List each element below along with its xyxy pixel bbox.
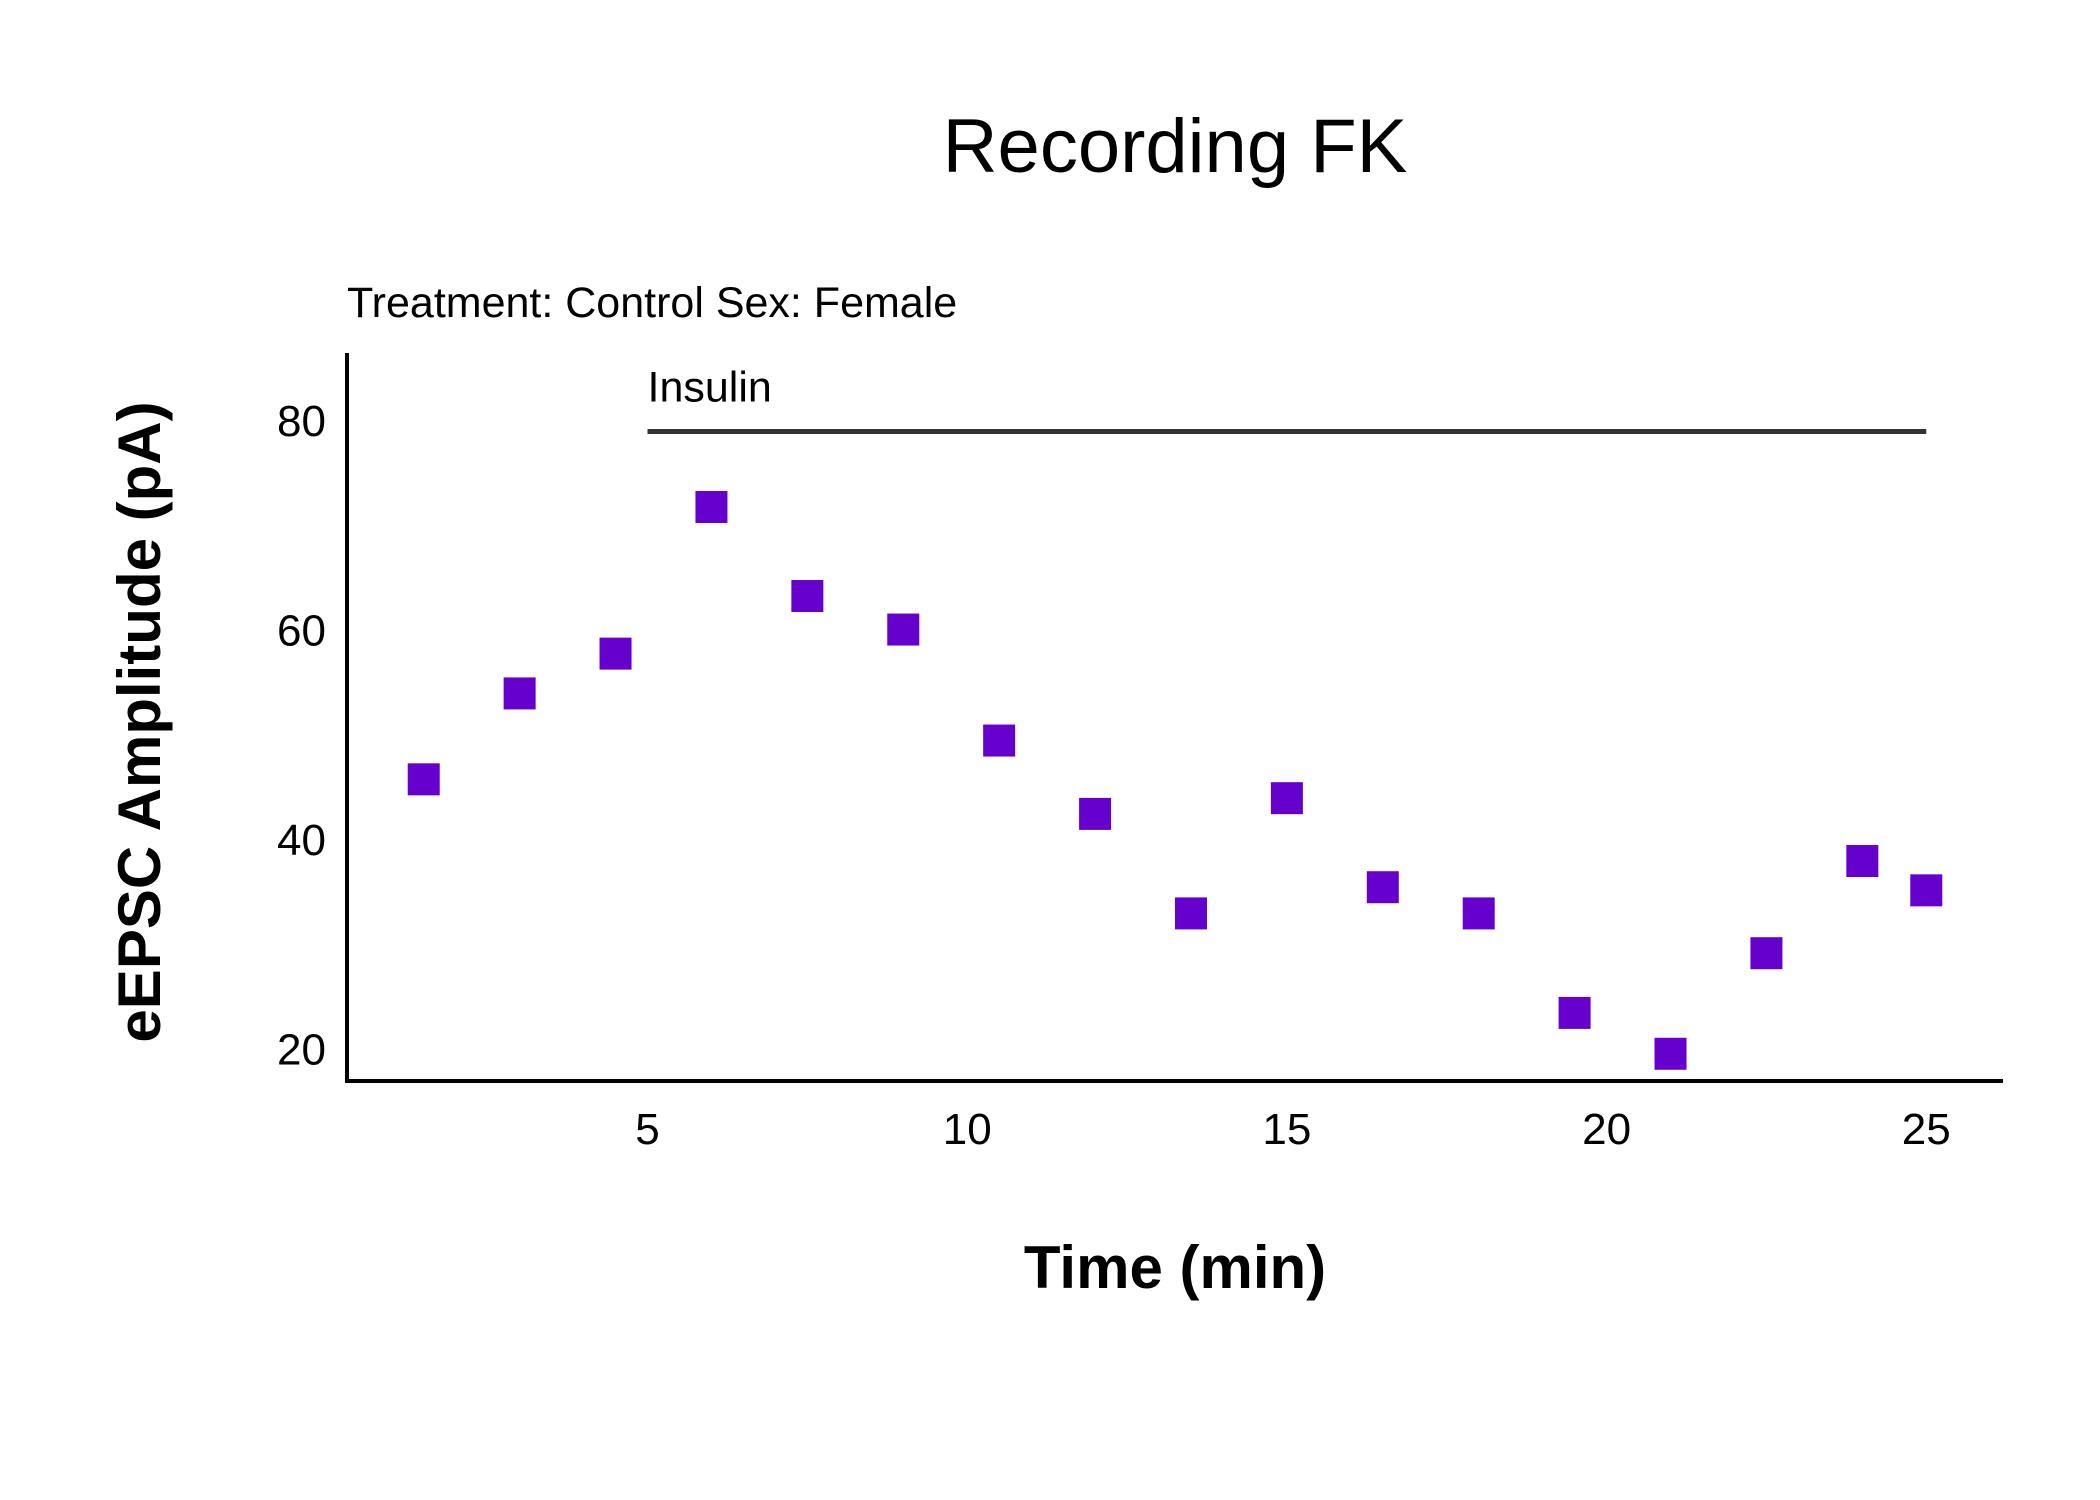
data-point	[1558, 996, 1591, 1029]
data-point	[1462, 897, 1495, 930]
data-points	[407, 490, 1943, 1070]
x-tick-label: 10	[943, 1105, 992, 1154]
y-tick-labels: 20 40 60 80	[277, 397, 326, 1074]
data-point	[887, 613, 920, 646]
y-axis-label: eEPSC Amplitude (pA)	[106, 401, 173, 1042]
y-tick-label: 60	[277, 607, 326, 656]
data-point	[695, 490, 728, 523]
data-point	[1174, 897, 1207, 930]
x-axis-label: Time (min)	[1024, 1234, 1326, 1301]
y-tick-label: 20	[277, 1026, 326, 1075]
data-point	[1846, 845, 1879, 878]
y-tick-label: 40	[277, 816, 326, 865]
x-tick-label: 25	[1902, 1105, 1951, 1154]
data-point	[407, 763, 440, 796]
y-tick-label: 80	[277, 397, 326, 446]
x-tick-label: 15	[1262, 1105, 1311, 1154]
data-point	[983, 724, 1016, 757]
data-point	[599, 637, 632, 670]
data-point	[1366, 871, 1399, 904]
data-point	[1270, 782, 1303, 815]
x-tick-label: 5	[635, 1105, 659, 1154]
x-tick-label: 20	[1582, 1105, 1631, 1154]
data-point	[791, 580, 824, 613]
data-point	[1079, 797, 1112, 830]
data-point	[503, 677, 536, 710]
insulin-annotation: Insulin	[647, 364, 1927, 435]
insulin-label: Insulin	[648, 364, 772, 412]
data-point	[1750, 937, 1783, 970]
data-point	[1910, 874, 1943, 907]
x-tick-labels: 5 10 15 20 25	[635, 1105, 1950, 1154]
data-point	[1654, 1037, 1687, 1070]
chart-subtitle: Treatment: Control Sex: Female	[347, 279, 957, 327]
chart-title: Recording FK	[943, 104, 1408, 189]
